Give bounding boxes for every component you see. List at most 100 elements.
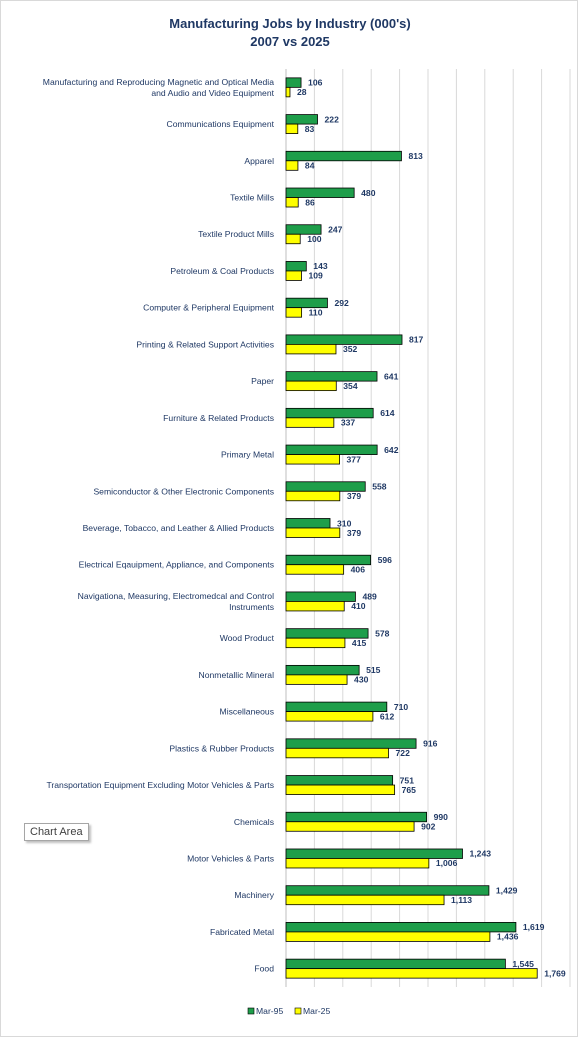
data-label-mar-25: 765	[402, 785, 417, 795]
category-label: Navigationa, Measuring, Electromedcal an…	[78, 591, 274, 612]
bar-mar-25[interactable]	[285, 601, 345, 612]
data-label-mar-95: 558	[372, 482, 387, 492]
data-label-mar-95: 247	[328, 224, 343, 234]
category-label: Food	[254, 964, 274, 974]
category-label: Machinery	[234, 890, 274, 900]
bar-mar-95[interactable]	[285, 297, 328, 309]
bar-mar-25[interactable]	[285, 674, 348, 685]
bar-mar-25[interactable]	[285, 343, 337, 355]
bar-mar-95[interactable]	[285, 738, 417, 749]
bar-mar-25[interactable]	[285, 307, 303, 318]
data-label-mar-25: 337	[341, 418, 356, 428]
category-label: Textile Product Mills	[198, 229, 274, 239]
bar-mar-25[interactable]	[285, 564, 345, 575]
category-label: Wood Product	[220, 633, 275, 643]
bar-mar-25[interactable]	[285, 747, 389, 759]
category-label: Chemicals	[234, 817, 274, 827]
data-label-mar-25: 110	[309, 307, 323, 317]
data-label-mar-25: 83	[305, 124, 315, 134]
bar-mar-95[interactable]	[285, 224, 322, 235]
bar-mar-95[interactable]	[285, 701, 388, 712]
chart-area-tooltip: Chart Area	[24, 823, 89, 841]
data-label-mar-25: 28	[297, 87, 307, 97]
bar-mar-25[interactable]	[285, 821, 415, 832]
data-label-mar-25: 406	[351, 564, 366, 574]
bar-mar-95[interactable]	[285, 848, 463, 859]
data-label-mar-95: 751	[400, 775, 415, 785]
data-label-mar-95: 578	[375, 628, 390, 638]
data-label-mar-95: 1,619	[523, 922, 545, 932]
category-label: Motor Vehicles & Parts	[187, 853, 274, 863]
bar-mar-25[interactable]	[285, 233, 301, 245]
bar-mar-25[interactable]	[285, 711, 374, 722]
data-label-mar-25: 410	[351, 601, 366, 611]
bar-mar-95[interactable]	[285, 114, 318, 125]
data-label-mar-25: 612	[380, 711, 395, 721]
bar-mar-25[interactable]	[285, 527, 341, 538]
bar-mar-25[interactable]	[285, 931, 491, 942]
category-label: Apparel	[244, 156, 274, 166]
bar-mar-25[interactable]	[285, 270, 302, 281]
data-label-mar-95: 916	[423, 739, 438, 749]
data-label-mar-95: 1,429	[496, 885, 518, 895]
bar-mar-25[interactable]	[285, 894, 445, 906]
chart-title: Manufacturing Jobs by Industry (000's) 2…	[1, 15, 578, 51]
data-label-mar-25: 415	[352, 638, 367, 648]
bar-mar-95[interactable]	[285, 958, 506, 970]
category-label: Printing & Related Support Activities	[136, 339, 274, 349]
bar-mar-25[interactable]	[285, 454, 340, 465]
chart-subtitle: 2007 vs 2025	[250, 34, 330, 49]
data-label-mar-25: 84	[305, 161, 315, 171]
bar-mar-95[interactable]	[285, 811, 427, 823]
bar-mar-95[interactable]	[285, 554, 372, 566]
bar-mar-95[interactable]	[285, 664, 360, 676]
bar-mar-95[interactable]	[285, 518, 331, 529]
chart-title-line: Manufacturing Jobs by Industry (000's)	[169, 16, 411, 31]
bar-mar-25[interactable]	[285, 197, 299, 208]
data-label-mar-95: 222	[325, 114, 340, 124]
data-label-mar-25: 722	[396, 748, 411, 758]
data-label-mar-95: 489	[362, 592, 377, 602]
bar-mar-25[interactable]	[285, 490, 341, 502]
bar-mar-95[interactable]	[285, 371, 378, 382]
category-label: Manufacturing and Reproducing Magnetic a…	[43, 77, 275, 98]
bar-mar-25[interactable]	[285, 123, 299, 134]
data-label-mar-95: 1,243	[470, 849, 492, 859]
bar-mar-25[interactable]	[285, 160, 299, 171]
data-label-mar-25: 1,113	[451, 895, 472, 905]
data-label-mar-25: 100	[307, 234, 322, 244]
bar-mar-95[interactable]	[285, 150, 402, 162]
bar-mar-95[interactable]	[285, 187, 355, 198]
bar-mar-25[interactable]	[285, 968, 538, 979]
data-label-mar-25: 352	[343, 344, 358, 354]
bar-mar-25[interactable]	[285, 784, 396, 795]
legend-entry[interactable]: Mar-95	[256, 1006, 283, 1016]
bar-mar-95[interactable]	[285, 407, 374, 419]
bar-mar-95[interactable]	[285, 334, 403, 345]
data-label-mar-25: 109	[308, 271, 323, 281]
bar-mar-95[interactable]	[285, 885, 490, 896]
category-label: Plastics & Rubber Products	[169, 743, 274, 753]
bar-mar-25[interactable]	[285, 380, 337, 392]
bar-mar-95[interactable]	[285, 261, 307, 272]
bar-mar-95[interactable]	[285, 77, 302, 88]
bar-mar-95[interactable]	[285, 775, 394, 786]
bar-mar-95[interactable]	[285, 591, 356, 602]
bar-mar-25[interactable]	[285, 86, 291, 98]
legend-swatch	[294, 1007, 302, 1015]
data-label-mar-25: 1,436	[497, 932, 519, 942]
legend-entry[interactable]: Mar-25	[303, 1006, 330, 1016]
data-label-mar-25: 1,769	[544, 968, 566, 978]
bar-mar-25[interactable]	[285, 858, 430, 869]
bar-mar-95[interactable]	[285, 444, 378, 455]
bar-mar-25[interactable]	[285, 417, 335, 428]
category-label: Primary Metal	[221, 450, 274, 460]
category-label: Computer & Peripheral Equipment	[143, 303, 274, 313]
bar-mar-95[interactable]	[285, 481, 366, 492]
bar-mar-95[interactable]	[285, 922, 517, 933]
category-label: Nonmetallic Mineral	[199, 670, 275, 680]
bar-mar-25[interactable]	[285, 637, 346, 649]
bar-mar-95[interactable]	[285, 628, 369, 639]
data-label-mar-95: 1,545	[512, 959, 534, 969]
